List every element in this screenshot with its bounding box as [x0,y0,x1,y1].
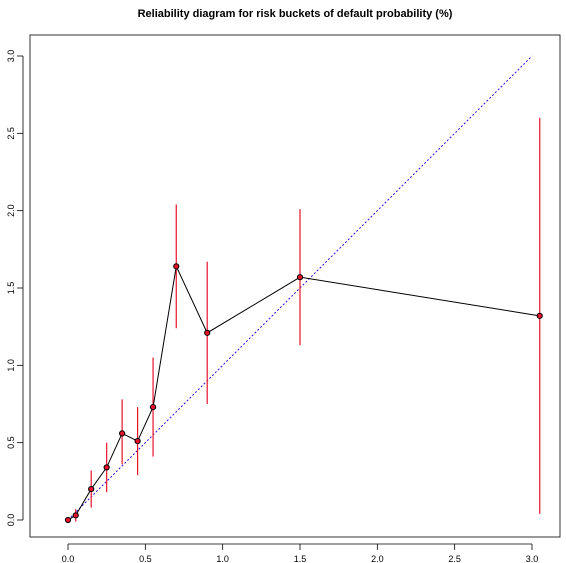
data-point [149,403,157,411]
chart-title: Reliability diagram for risk buckets of … [138,8,453,20]
data-point [173,263,180,270]
y-tick-label: 1.5 [6,282,16,295]
x-tick-label: 0.5 [139,554,152,563]
x-tick-label: 2.5 [448,554,461,563]
data-point [296,274,304,281]
x-tick-label: 2.0 [371,554,384,563]
error-bars [75,117,541,522]
x-axis: 0.0 0.5 1.0 1.5 2.0 2.5 3.0 [62,543,539,563]
y-tick-label: 0.0 [6,514,16,527]
y-axis: 0.0 0.5 1.0 1.5 2.0 2.5 3.0 [6,50,24,527]
y-tick-label: 0.5 [6,436,16,449]
data-point [103,464,110,471]
y-tick-label: 3.0 [6,50,16,63]
x-tick-label: 1.0 [216,554,229,563]
y-tick-label: 2.0 [6,204,16,217]
data-point [64,516,72,524]
y-tick-label: 2.5 [6,127,16,140]
series-line [67,264,540,521]
data-point [536,312,543,319]
x-tick-label: 1.5 [294,554,307,563]
data-point [72,512,79,519]
data-point [88,485,95,493]
x-tick-label: 3.0 [526,554,539,563]
data-point [119,430,126,437]
plot-frame [29,34,561,538]
y-tick-label: 1.0 [6,359,16,372]
data-point [204,329,211,336]
data-point [134,438,141,445]
observed-line [67,264,540,521]
x-tick-label: 0.0 [62,554,75,563]
data-points [64,263,543,524]
